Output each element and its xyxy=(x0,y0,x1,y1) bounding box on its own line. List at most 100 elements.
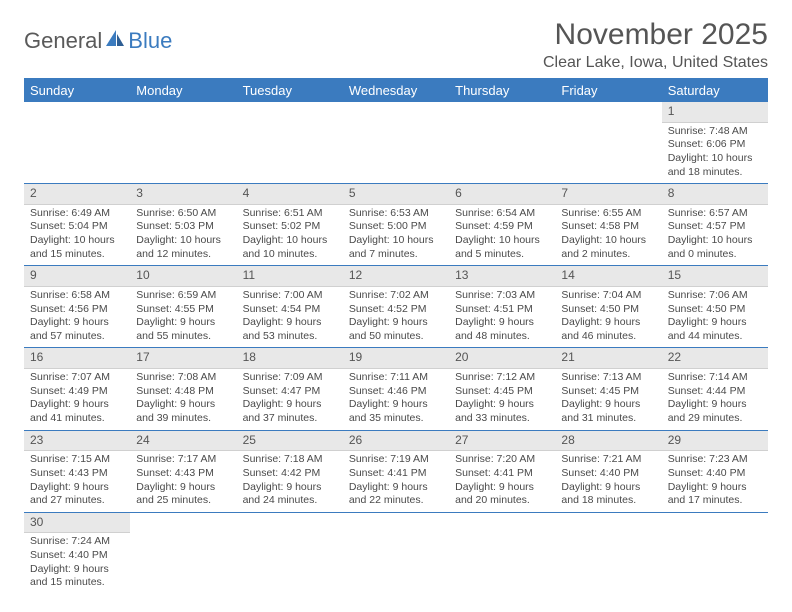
sunset-text: Sunset: 5:00 PM xyxy=(349,220,443,234)
day-number: 11 xyxy=(237,266,343,287)
day-number: 30 xyxy=(24,513,130,534)
day-cell: 17Sunrise: 7:08 AMSunset: 4:48 PMDayligh… xyxy=(130,348,236,430)
day-details: Sunrise: 6:55 AMSunset: 4:58 PMDaylight:… xyxy=(555,205,661,266)
day-details: Sunrise: 7:24 AMSunset: 4:40 PMDaylight:… xyxy=(24,533,130,594)
day-details: Sunrise: 6:49 AMSunset: 5:04 PMDaylight:… xyxy=(24,205,130,266)
day-details: Sunrise: 7:08 AMSunset: 4:48 PMDaylight:… xyxy=(130,369,236,430)
sunrise-text: Sunrise: 6:49 AM xyxy=(30,207,124,221)
day-number: 15 xyxy=(662,266,768,287)
day-cell: 22Sunrise: 7:14 AMSunset: 4:44 PMDayligh… xyxy=(662,348,768,430)
daylight-text: Daylight: 9 hours and 31 minutes. xyxy=(561,398,655,425)
daylight-text: Daylight: 9 hours and 18 minutes. xyxy=(561,481,655,508)
location: Clear Lake, Iowa, United States xyxy=(543,54,768,72)
day-cell xyxy=(237,512,343,594)
daylight-text: Daylight: 9 hours and 27 minutes. xyxy=(30,481,124,508)
sunset-text: Sunset: 5:02 PM xyxy=(243,220,337,234)
day-number: 3 xyxy=(130,184,236,205)
sunset-text: Sunset: 4:57 PM xyxy=(668,220,762,234)
sunrise-text: Sunrise: 6:59 AM xyxy=(136,289,230,303)
sunset-text: Sunset: 4:52 PM xyxy=(349,303,443,317)
sail-icon xyxy=(104,28,126,54)
sunset-text: Sunset: 4:58 PM xyxy=(561,220,655,234)
day-details: Sunrise: 7:17 AMSunset: 4:43 PMDaylight:… xyxy=(130,451,236,512)
weekday-header: Friday xyxy=(555,79,661,102)
day-number: 29 xyxy=(662,431,768,452)
day-number: 1 xyxy=(662,102,768,123)
daylight-text: Daylight: 9 hours and 57 minutes. xyxy=(30,316,124,343)
day-cell: 21Sunrise: 7:13 AMSunset: 4:45 PMDayligh… xyxy=(555,348,661,430)
daylight-text: Daylight: 10 hours and 10 minutes. xyxy=(243,234,337,261)
daylight-text: Daylight: 9 hours and 48 minutes. xyxy=(455,316,549,343)
daylight-text: Daylight: 9 hours and 55 minutes. xyxy=(136,316,230,343)
daylight-text: Daylight: 9 hours and 44 minutes. xyxy=(668,316,762,343)
sunrise-text: Sunrise: 7:21 AM xyxy=(561,453,655,467)
day-number: 19 xyxy=(343,348,449,369)
day-details: Sunrise: 7:14 AMSunset: 4:44 PMDaylight:… xyxy=(662,369,768,430)
day-cell: 19Sunrise: 7:11 AMSunset: 4:46 PMDayligh… xyxy=(343,348,449,430)
sunset-text: Sunset: 4:47 PM xyxy=(243,385,337,399)
day-cell: 9Sunrise: 6:58 AMSunset: 4:56 PMDaylight… xyxy=(24,266,130,348)
day-cell: 30Sunrise: 7:24 AMSunset: 4:40 PMDayligh… xyxy=(24,512,130,594)
weekday-header: Saturday xyxy=(662,79,768,102)
sunrise-text: Sunrise: 6:58 AM xyxy=(30,289,124,303)
sunrise-text: Sunrise: 7:15 AM xyxy=(30,453,124,467)
day-cell: 18Sunrise: 7:09 AMSunset: 4:47 PMDayligh… xyxy=(237,348,343,430)
day-cell: 15Sunrise: 7:06 AMSunset: 4:50 PMDayligh… xyxy=(662,266,768,348)
daylight-text: Daylight: 9 hours and 33 minutes. xyxy=(455,398,549,425)
day-number: 12 xyxy=(343,266,449,287)
day-number: 14 xyxy=(555,266,661,287)
day-details: Sunrise: 7:19 AMSunset: 4:41 PMDaylight:… xyxy=(343,451,449,512)
weekday-header: Monday xyxy=(130,79,236,102)
sunrise-text: Sunrise: 7:04 AM xyxy=(561,289,655,303)
day-cell: 2Sunrise: 6:49 AMSunset: 5:04 PMDaylight… xyxy=(24,184,130,266)
sunrise-text: Sunrise: 7:18 AM xyxy=(243,453,337,467)
logo-text-1: General xyxy=(24,28,102,54)
sunrise-text: Sunrise: 7:08 AM xyxy=(136,371,230,385)
sunrise-text: Sunrise: 6:51 AM xyxy=(243,207,337,221)
daylight-text: Daylight: 10 hours and 7 minutes. xyxy=(349,234,443,261)
day-details: Sunrise: 7:13 AMSunset: 4:45 PMDaylight:… xyxy=(555,369,661,430)
daylight-text: Daylight: 9 hours and 15 minutes. xyxy=(30,563,124,590)
sunset-text: Sunset: 4:42 PM xyxy=(243,467,337,481)
day-details: Sunrise: 6:58 AMSunset: 4:56 PMDaylight:… xyxy=(24,287,130,348)
logo-text-2: Blue xyxy=(128,28,172,54)
day-details: Sunrise: 7:04 AMSunset: 4:50 PMDaylight:… xyxy=(555,287,661,348)
sunrise-text: Sunrise: 7:13 AM xyxy=(561,371,655,385)
day-cell: 26Sunrise: 7:19 AMSunset: 4:41 PMDayligh… xyxy=(343,430,449,512)
daylight-text: Daylight: 9 hours and 25 minutes. xyxy=(136,481,230,508)
sunset-text: Sunset: 4:50 PM xyxy=(561,303,655,317)
sunrise-text: Sunrise: 7:19 AM xyxy=(349,453,443,467)
sunset-text: Sunset: 4:51 PM xyxy=(455,303,549,317)
sunset-text: Sunset: 6:06 PM xyxy=(668,138,762,152)
day-cell xyxy=(555,512,661,594)
day-number: 2 xyxy=(24,184,130,205)
sunrise-text: Sunrise: 7:09 AM xyxy=(243,371,337,385)
weekday-header: Wednesday xyxy=(343,79,449,102)
day-number: 10 xyxy=(130,266,236,287)
sunrise-text: Sunrise: 6:55 AM xyxy=(561,207,655,221)
day-number: 27 xyxy=(449,431,555,452)
day-details: Sunrise: 7:48 AMSunset: 6:06 PMDaylight:… xyxy=(662,123,768,184)
week-row: 23Sunrise: 7:15 AMSunset: 4:43 PMDayligh… xyxy=(24,430,768,512)
day-cell: 24Sunrise: 7:17 AMSunset: 4:43 PMDayligh… xyxy=(130,430,236,512)
day-number: 21 xyxy=(555,348,661,369)
day-details: Sunrise: 6:59 AMSunset: 4:55 PMDaylight:… xyxy=(130,287,236,348)
day-cell xyxy=(237,102,343,184)
daylight-text: Daylight: 9 hours and 29 minutes. xyxy=(668,398,762,425)
day-cell: 4Sunrise: 6:51 AMSunset: 5:02 PMDaylight… xyxy=(237,184,343,266)
day-cell xyxy=(662,512,768,594)
day-details: Sunrise: 6:57 AMSunset: 4:57 PMDaylight:… xyxy=(662,205,768,266)
sunset-text: Sunset: 4:40 PM xyxy=(30,549,124,563)
day-number: 16 xyxy=(24,348,130,369)
sunrise-text: Sunrise: 7:24 AM xyxy=(30,535,124,549)
sunset-text: Sunset: 4:46 PM xyxy=(349,385,443,399)
sunrise-text: Sunrise: 7:07 AM xyxy=(30,371,124,385)
day-details: Sunrise: 6:53 AMSunset: 5:00 PMDaylight:… xyxy=(343,205,449,266)
daylight-text: Daylight: 10 hours and 15 minutes. xyxy=(30,234,124,261)
sunset-text: Sunset: 4:50 PM xyxy=(668,303,762,317)
day-details: Sunrise: 7:06 AMSunset: 4:50 PMDaylight:… xyxy=(662,287,768,348)
logo: General Blue xyxy=(24,28,172,54)
day-cell xyxy=(130,102,236,184)
sunrise-text: Sunrise: 7:02 AM xyxy=(349,289,443,303)
day-cell: 28Sunrise: 7:21 AMSunset: 4:40 PMDayligh… xyxy=(555,430,661,512)
